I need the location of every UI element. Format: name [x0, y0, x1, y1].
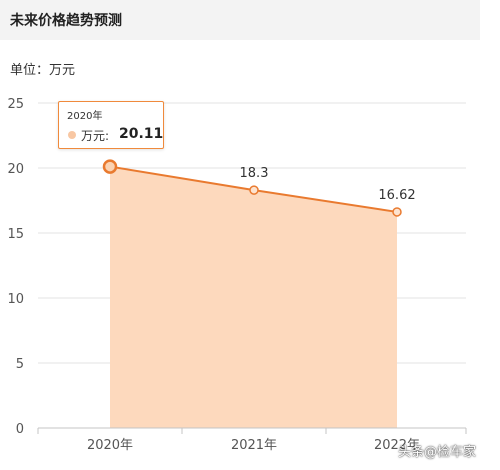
y-tick-label: 20 — [7, 162, 24, 177]
data-label: 18.3 — [240, 166, 269, 181]
data-labels: 18.3 16.62 — [240, 166, 416, 203]
y-tick-label: 10 — [7, 292, 24, 307]
data-points — [102, 159, 402, 217]
y-tick-label: 0 — [16, 422, 24, 437]
unit-label: 单位：万元 — [10, 63, 76, 78]
tooltip-series-label: 万元: — [81, 129, 110, 143]
x-axis-ticks: 2020年 2021年 2022年 — [87, 438, 420, 453]
x-axis — [37, 427, 467, 434]
x-tick-label: 2020年 — [87, 438, 133, 453]
x-tick-label: 2022年 — [374, 438, 420, 453]
chart-tooltip: 2020年 万元: 20.11 — [58, 101, 164, 149]
x-tick-label: 2021年 — [231, 438, 277, 453]
watermark: 头条@检车家 — [398, 445, 477, 460]
area-fill — [110, 166, 397, 428]
y-tick-label: 5 — [16, 357, 24, 372]
y-tick-label: 25 — [7, 97, 24, 112]
tooltip-title: 2020年 — [67, 111, 103, 122]
area-fill-shape — [110, 166, 397, 428]
y-tick-label: 15 — [7, 227, 24, 242]
data-point — [392, 207, 402, 217]
header-bar: 未来价格趋势预测 — [0, 0, 480, 40]
y-axis-ticks: 0 5 10 15 20 25 — [7, 97, 24, 437]
data-label: 16.62 — [378, 188, 415, 203]
tooltip-series-dot-icon — [68, 131, 76, 139]
data-point — [249, 185, 259, 195]
page-title: 未来价格趋势预测 — [10, 13, 122, 29]
tooltip-value: 20.11 — [119, 126, 164, 142]
data-point — [102, 159, 118, 174]
